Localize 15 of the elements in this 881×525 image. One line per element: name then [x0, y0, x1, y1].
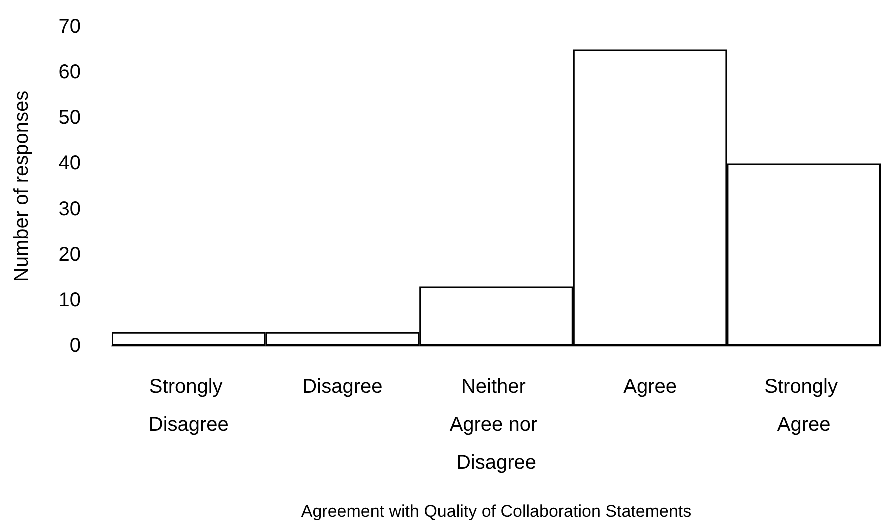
y-tick-label: 60 [58, 62, 81, 84]
y-tick-label: 10 [58, 289, 81, 312]
y-tick-label: 40 [58, 152, 81, 175]
x-axis-title: Agreement with Quality of Collaboration Statements [301, 502, 692, 521]
y-tick-label: 30 [58, 198, 81, 220]
x-tick-label: Agree [624, 376, 677, 398]
x-tick-label: Strongly Agree [764, 376, 844, 436]
y-tick-label: 50 [58, 107, 81, 130]
y-tick-label: 20 [58, 244, 81, 266]
y-tick-label: 70 [58, 16, 81, 38]
y-axis-title: Number of responses [11, 90, 33, 282]
x-tick-label: Neither Agree nor Disagree [450, 376, 544, 474]
y-tick-label: 0 [70, 335, 81, 357]
x-tick-label: Strongly Disagree [148, 376, 229, 436]
x-tick-label: Disagree [302, 376, 383, 398]
